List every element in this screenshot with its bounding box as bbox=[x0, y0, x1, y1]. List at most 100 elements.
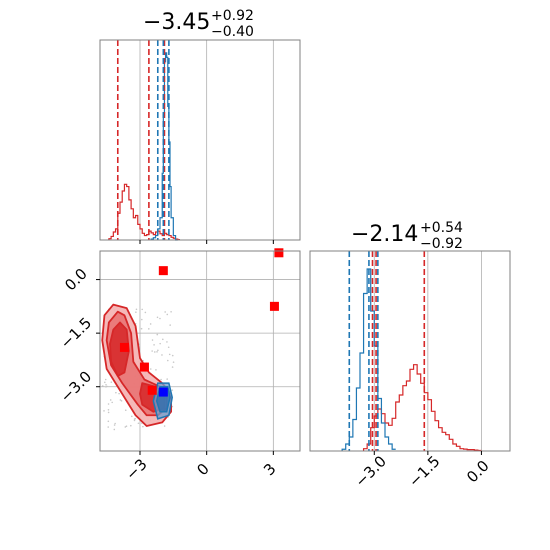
marginal-y-panel: −3.0 −1.5 0.0 bbox=[309, 250, 511, 491]
joint-y-tick-label: 0.0 bbox=[61, 265, 91, 295]
joint-sample-point bbox=[107, 408, 110, 411]
joint-sample-point bbox=[135, 311, 137, 313]
joint-sample-point bbox=[105, 386, 107, 388]
joint-sample-point bbox=[172, 361, 175, 363]
my-x-tick-label: 0.0 bbox=[463, 457, 493, 487]
joint-sample-point bbox=[107, 411, 110, 414]
joint-sample-point bbox=[168, 353, 171, 356]
joint-sample-point bbox=[159, 317, 161, 320]
joint-sample-point bbox=[119, 399, 122, 401]
mx-blue-hist bbox=[150, 52, 178, 241]
title-param-0: −3.45 +0.92 −0.40 bbox=[143, 8, 254, 40]
joint-sample-point bbox=[149, 368, 152, 370]
joint-sample-point bbox=[124, 409, 127, 412]
joint-sample-point bbox=[153, 344, 155, 346]
joint-sample-point bbox=[160, 378, 162, 381]
joint-sample-point bbox=[104, 381, 106, 384]
joint-sample-point bbox=[155, 369, 157, 371]
joint-sample-point bbox=[107, 403, 110, 405]
joint-sample-point bbox=[148, 328, 150, 330]
joint-sample-point bbox=[149, 323, 152, 325]
marginal-x-panel bbox=[99, 39, 301, 244]
joint-sample-point bbox=[113, 428, 116, 431]
joint-sample-point bbox=[133, 418, 136, 420]
joint-sample-point bbox=[156, 333, 159, 336]
joint-sample-point bbox=[141, 308, 143, 311]
joint-red-marker bbox=[158, 266, 168, 276]
joint-sample-point bbox=[151, 339, 154, 341]
title-0-minus: −0.40 bbox=[211, 24, 254, 40]
joint-sample-point bbox=[124, 426, 127, 428]
my-x-tick-label: −3.0 bbox=[352, 452, 390, 490]
joint-x-tick-label: −3 bbox=[122, 455, 150, 483]
joint-sample-point bbox=[157, 349, 159, 352]
joint-sample-point bbox=[171, 354, 174, 357]
joint-red-marker bbox=[119, 342, 129, 352]
joint-sample-point bbox=[156, 351, 158, 353]
joint-sample-point bbox=[166, 359, 169, 362]
joint-sample-point bbox=[159, 342, 161, 345]
joint-sample-point bbox=[142, 425, 144, 428]
joint-sample-point bbox=[130, 424, 132, 427]
joint-sample-point bbox=[133, 419, 136, 422]
joint-sample-point bbox=[115, 391, 117, 394]
joint-sample-point bbox=[114, 422, 116, 425]
joint-sample-point bbox=[162, 338, 164, 341]
joint-red-marker bbox=[139, 362, 149, 372]
mx-frame bbox=[99, 39, 301, 241]
joint-sample-point bbox=[144, 311, 147, 314]
joint-sample-point bbox=[153, 351, 156, 353]
joint-sample-point bbox=[118, 392, 120, 395]
joint-sample-point bbox=[109, 399, 112, 401]
joint-red-contour bbox=[109, 321, 130, 377]
joint-x-tick-label: 3 bbox=[260, 460, 279, 479]
joint-sample-point bbox=[166, 341, 168, 343]
mx-red-hist bbox=[108, 183, 180, 241]
joint-sample-point bbox=[104, 378, 107, 381]
joint-sample-point bbox=[171, 366, 174, 368]
joint-sample-point bbox=[111, 401, 113, 404]
joint-frame bbox=[99, 250, 301, 452]
joint-sample-point bbox=[156, 316, 159, 319]
joint-sample-point bbox=[110, 381, 113, 383]
joint-sample-point bbox=[125, 425, 128, 428]
joint-sample-point bbox=[167, 346, 170, 349]
joint-sample-point bbox=[103, 410, 105, 412]
joint-sample-point bbox=[107, 426, 110, 428]
joint-y-tick-label: −1.5 bbox=[57, 314, 95, 352]
my-x-tick-label: −1.5 bbox=[405, 452, 443, 490]
my-frame bbox=[309, 250, 511, 452]
joint-blue-marker bbox=[158, 387, 168, 397]
joint-sample-point bbox=[164, 311, 166, 313]
title-0-median: −3.45 bbox=[143, 10, 210, 35]
joint-sample-point bbox=[171, 389, 174, 391]
joint-red-marker bbox=[274, 248, 284, 258]
joint-sample-point bbox=[151, 350, 153, 352]
joint-sample-point bbox=[120, 400, 123, 402]
joint-sample-point bbox=[135, 308, 138, 311]
title-1-minus: −0.92 bbox=[420, 236, 463, 252]
joint-sample-point bbox=[140, 327, 143, 330]
joint-sample-point bbox=[141, 318, 143, 321]
title-0-plus: +0.92 bbox=[211, 8, 254, 24]
title-param-1: −2.14 +0.54 −0.92 bbox=[351, 220, 463, 252]
joint-sample-point bbox=[101, 385, 104, 387]
joint-sample-point bbox=[170, 310, 172, 313]
joint-sample-point bbox=[163, 425, 166, 427]
joint-red-marker bbox=[269, 301, 279, 311]
joint-sample-point bbox=[161, 354, 163, 356]
joint-panel: −3 0 3 0.0 −1.5 −3.0 bbox=[57, 248, 301, 484]
joint-sample-point bbox=[169, 324, 171, 326]
joint-sample-point bbox=[166, 378, 168, 380]
joint-sample-point bbox=[131, 415, 133, 418]
joint-sample-point bbox=[107, 420, 110, 423]
title-1-plus: +0.54 bbox=[420, 220, 463, 236]
joint-y-tick-label: −3.0 bbox=[57, 367, 95, 405]
joint-sample-point bbox=[113, 424, 116, 426]
joint-sample-point bbox=[166, 313, 169, 316]
joint-sample-point bbox=[137, 422, 140, 425]
joint-x-tick-label: 0 bbox=[193, 460, 212, 479]
joint-sample-point bbox=[105, 383, 107, 386]
joint-red-marker bbox=[147, 385, 157, 395]
